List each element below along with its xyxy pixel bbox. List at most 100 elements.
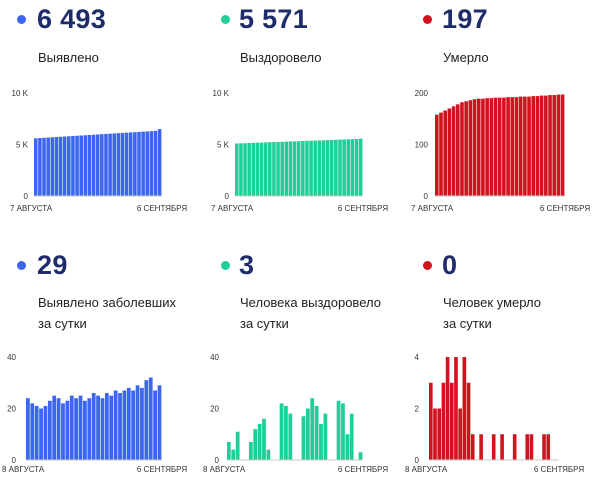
bar bbox=[50, 137, 55, 196]
bar bbox=[235, 143, 239, 196]
stat-panel-daily-detected: 29 Выявлено заболевших за сутки 0 20 40 8 А… bbox=[0, 245, 190, 475]
bar bbox=[531, 96, 536, 196]
bar bbox=[145, 131, 150, 196]
y-tick-label: 10 K bbox=[12, 89, 29, 98]
bar bbox=[268, 142, 272, 196]
bar bbox=[69, 395, 74, 461]
stat-label-line: Выявлено заболевших bbox=[38, 295, 176, 310]
bar bbox=[310, 398, 315, 460]
bar bbox=[112, 133, 116, 196]
bar-chart: 0 5 K 10 K 7 АВГУСТА 6 СЕНТЯБРЯ bbox=[211, 89, 388, 213]
series-dot-icon bbox=[17, 261, 26, 270]
bar bbox=[262, 418, 266, 460]
bar bbox=[466, 382, 471, 460]
bar bbox=[319, 423, 323, 460]
bar bbox=[305, 408, 310, 460]
bar bbox=[445, 357, 450, 460]
bar bbox=[321, 140, 326, 196]
bar bbox=[443, 110, 447, 196]
y-tick-label: 40 bbox=[210, 353, 219, 362]
bar bbox=[512, 434, 517, 460]
bar bbox=[87, 134, 92, 196]
bar bbox=[470, 434, 475, 460]
stat-label: Умерло bbox=[443, 47, 489, 68]
bar bbox=[109, 395, 114, 461]
bar bbox=[74, 398, 79, 460]
stat-label-line: Человек умерло bbox=[443, 295, 541, 310]
bar bbox=[272, 142, 276, 196]
bar bbox=[83, 135, 88, 196]
bar bbox=[527, 96, 531, 196]
bar bbox=[235, 431, 240, 460]
x-end-label: 6 СЕНТЯБРЯ bbox=[540, 204, 590, 213]
bar bbox=[552, 95, 557, 196]
bar bbox=[71, 136, 75, 196]
bar bbox=[491, 434, 496, 460]
y-tick-label: 0 bbox=[415, 456, 420, 465]
bar-chart: 0 20 40 8 АВГУСТА 6 СЕНТЯБРЯ bbox=[2, 353, 187, 474]
bar bbox=[96, 395, 100, 461]
bar bbox=[157, 385, 162, 460]
bar bbox=[435, 114, 439, 196]
bar bbox=[157, 129, 162, 196]
bar bbox=[479, 434, 483, 460]
bar bbox=[46, 137, 50, 196]
bar bbox=[350, 139, 355, 196]
x-end-label: 6 СЕНТЯБРЯ bbox=[534, 465, 584, 474]
bar bbox=[529, 434, 534, 460]
series-dot-icon bbox=[221, 261, 230, 270]
bar bbox=[437, 408, 441, 460]
bar bbox=[313, 140, 317, 196]
bar bbox=[263, 142, 268, 196]
stat-panel-daily-recovered: 3 Человека выздоровело за сутки 0 20 40 8 А… bbox=[195, 245, 388, 475]
bar bbox=[91, 393, 96, 460]
bar bbox=[358, 138, 363, 196]
x-start-label: 8 АВГУСТА bbox=[2, 465, 45, 474]
bar bbox=[280, 141, 284, 196]
bar bbox=[493, 97, 498, 196]
stat-label-line: за сутки bbox=[240, 316, 289, 331]
bar bbox=[464, 101, 468, 196]
bar bbox=[560, 94, 565, 196]
bar bbox=[433, 408, 437, 460]
bar bbox=[502, 97, 506, 196]
stat-panel-recovered: 5 571 Выздоровело 0 5 K 10 K 7 АВГУСТА 6 СЕН… bbox=[195, 0, 388, 230]
bar bbox=[500, 434, 504, 460]
bar bbox=[472, 99, 477, 196]
bar bbox=[120, 132, 125, 196]
bar bbox=[476, 98, 481, 196]
bar bbox=[100, 134, 104, 196]
stat-panel-deaths: 197 Умерло 0 100 200 7 АВГУСТА 6 СЕНТЯБРЯ bbox=[405, 0, 595, 230]
y-tick-label: 20 bbox=[7, 405, 16, 414]
y-tick-label: 0 bbox=[12, 456, 17, 465]
bar bbox=[227, 441, 231, 460]
bar bbox=[329, 139, 334, 196]
bar bbox=[67, 136, 71, 196]
bar bbox=[231, 449, 236, 460]
bar bbox=[52, 395, 57, 461]
bar bbox=[447, 108, 452, 196]
bar bbox=[523, 96, 527, 196]
bar bbox=[113, 390, 118, 460]
y-tick-label: 100 bbox=[415, 141, 429, 150]
bar bbox=[489, 98, 494, 196]
bar bbox=[257, 423, 262, 460]
y-tick-label: 2 bbox=[415, 405, 420, 414]
bar bbox=[58, 136, 63, 196]
bar bbox=[336, 400, 341, 460]
bar bbox=[42, 137, 46, 196]
stat-label-line: Умерло bbox=[443, 50, 489, 65]
stat-label-line: Выявлено bbox=[38, 50, 99, 65]
bar bbox=[104, 393, 109, 460]
bar bbox=[542, 434, 546, 460]
stat-panel-daily-deaths: 0 Человек умерло за сутки 0 2 4 8 АВГУСТА 6 … bbox=[405, 245, 595, 475]
bar bbox=[345, 434, 350, 460]
bar bbox=[266, 449, 271, 460]
bar bbox=[131, 390, 136, 460]
bar bbox=[451, 106, 456, 196]
stat-value: 5 571 bbox=[239, 4, 309, 34]
bar bbox=[153, 390, 157, 460]
bar bbox=[317, 140, 322, 196]
bar-chart: 0 100 200 7 АВГУСТА 6 СЕНТЯБРЯ bbox=[411, 89, 590, 213]
bar bbox=[118, 393, 122, 460]
